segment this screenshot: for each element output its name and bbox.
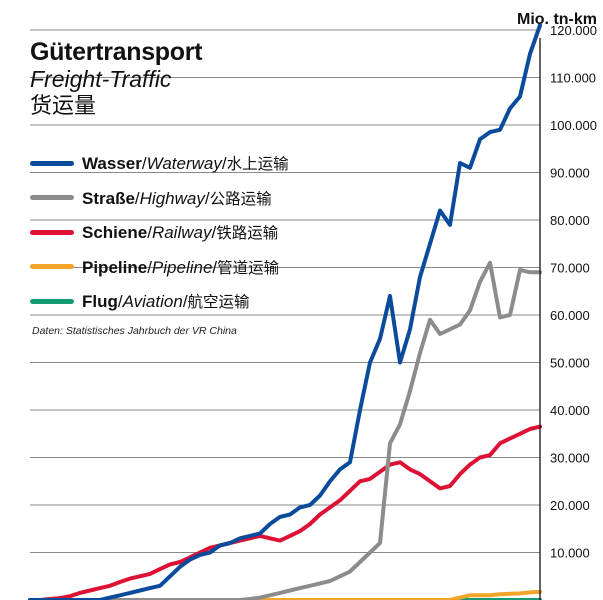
legend-swatch-railway <box>30 229 74 235</box>
series-lines <box>28 23 542 600</box>
data-source-note: Daten: Statistisches Jahrbuch der VR Chi… <box>32 325 237 337</box>
series-line-0 <box>28 23 542 600</box>
y-tick-label: 120.000 <box>550 23 597 38</box>
legend-label-zh: 航空运输 <box>187 293 250 312</box>
y-tick-label: 100.000 <box>550 118 597 133</box>
title-german: Gütertransport <box>30 38 203 66</box>
title-block: Gütertransport Freight-Traffic 货运量 <box>30 38 203 122</box>
y-tick-label: 30.000 <box>550 451 590 466</box>
legend-label-en: Highway <box>139 188 205 208</box>
gridlines <box>30 29 540 553</box>
legend: Wasser/Waterway/水上运输 Straße/Highway/公路运输… <box>30 146 289 319</box>
y-tick-label: 90.000 <box>550 166 590 181</box>
legend-label-de: Schiene <box>82 223 148 243</box>
legend-item-pipeline: Pipeline/Pipeline/管道运输 <box>30 250 289 285</box>
legend-item-highway: Straße/Highway/公路运输 <box>30 181 289 216</box>
legend-label-de: Straße <box>82 188 135 208</box>
y-tick-label: 80.000 <box>550 213 590 228</box>
legend-label-de: Flug <box>82 292 118 312</box>
y-tick-label: 40.000 <box>550 403 590 418</box>
title-chinese: 货运量 <box>30 94 97 119</box>
y-tick-label: 60.000 <box>550 308 590 323</box>
y-tick-label: 110.000 <box>550 71 596 86</box>
y-tick-labels: 10.000 20.000 30.000 40.000 50.000 60.000 70.0… <box>550 23 597 561</box>
y-tick-label: 50.000 <box>550 356 590 371</box>
legend-swatch-aviation <box>30 298 74 304</box>
legend-item-railway: Schiene/Railway/铁路运输 <box>30 215 289 250</box>
y-tick-label: 70.000 <box>550 261 590 276</box>
legend-swatch-pipeline <box>30 264 74 270</box>
legend-label-zh: 管道运输 <box>217 258 280 277</box>
series-line-2 <box>28 424 542 600</box>
unit-label: Mio. tn-km <box>517 11 597 28</box>
legend-label-de: Pipeline <box>82 257 148 277</box>
y-tick-label: 20.000 <box>550 498 590 513</box>
y-tick-label: 10.000 <box>550 546 590 561</box>
legend-label-en: Pipeline <box>151 257 213 277</box>
legend-swatch-waterway <box>30 160 74 166</box>
legend-item-aviation: Flug/Aviation/航空运输 <box>30 284 289 319</box>
legend-label-zh: 铁路运输 <box>216 224 279 243</box>
legend-label-zh: 水上运输 <box>226 155 289 174</box>
legend-label-zh: 公路运输 <box>209 189 272 208</box>
legend-item-waterway: Wasser/Waterway/水上运输 <box>30 146 289 181</box>
title-english: Freight-Traffic <box>30 66 172 92</box>
legend-label-en: Aviation <box>122 292 183 312</box>
legend-label-en: Railway <box>151 223 212 243</box>
series-line-1 <box>28 260 542 600</box>
legend-swatch-highway <box>30 195 74 201</box>
legend-label-de: Wasser <box>82 154 142 174</box>
legend-label-en: Waterway <box>146 154 222 174</box>
series-line-3 <box>28 589 542 600</box>
